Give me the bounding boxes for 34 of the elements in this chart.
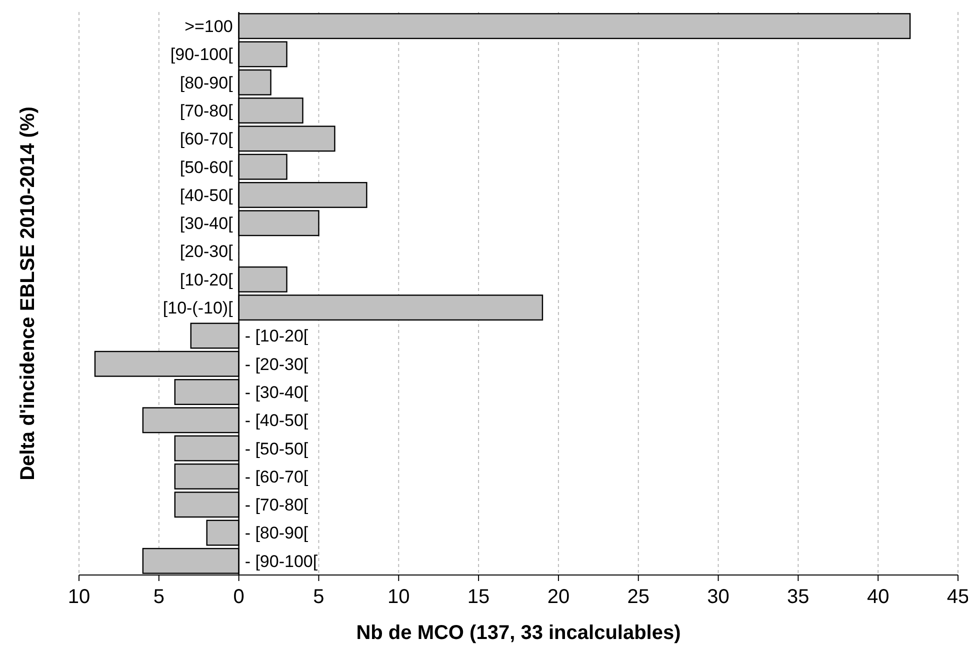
y-tick-label: >=100	[184, 17, 233, 36]
y-tick-label: - [30-40[	[244, 382, 308, 402]
x-tick-label: 40	[866, 586, 890, 608]
y-tick-label: [50-60[	[180, 158, 234, 177]
y-tick-label: - [90-100[	[244, 552, 318, 571]
y-tick-label: - [80-90[	[244, 524, 308, 543]
x-tick-label: 15	[467, 586, 490, 608]
y-tick-label: - [40-50[	[244, 411, 308, 430]
x-tick-label: 5	[153, 586, 164, 608]
y-tick-label: [10-20[	[180, 270, 234, 290]
x-tick-label: 10	[68, 586, 90, 608]
y-tick-label: [10-(-10)[	[162, 298, 234, 318]
x-tick-label: 25	[627, 586, 650, 608]
x-tick-label: 0	[233, 586, 244, 608]
x-axis-title: Nb de MCO (137, 33 incalculables)	[356, 622, 681, 644]
y-tick-label: - [70-80[	[244, 496, 308, 515]
y-tick-label: [90-100[	[170, 45, 234, 64]
y-tick-label: - [50-50[	[244, 439, 308, 458]
y-tick-label: [60-70[	[180, 130, 234, 149]
y-tick-label: [30-40[	[180, 214, 234, 234]
y-tick-label: - [20-30[	[244, 354, 308, 374]
y-axis-title: Delta d'incidence EBLSE 2010-2014 (%)	[17, 106, 39, 480]
x-tick-label: 30	[707, 586, 730, 608]
x-tick-label: 10	[388, 586, 410, 608]
x-tick-label: 20	[547, 586, 570, 608]
y-tick-label: [20-30[	[180, 242, 234, 262]
x-tick-label: 5	[313, 586, 324, 608]
y-tick-label: [70-80[	[180, 101, 234, 120]
x-tick-label: 45	[946, 586, 970, 608]
x-tick-label: 35	[787, 586, 810, 608]
y-tick-label: - [60-70[	[244, 467, 308, 486]
y-tick-label: [40-50[	[180, 186, 234, 205]
y-tick-label: - [10-20[	[244, 326, 308, 346]
y-tick-label: [80-90[	[180, 73, 234, 92]
